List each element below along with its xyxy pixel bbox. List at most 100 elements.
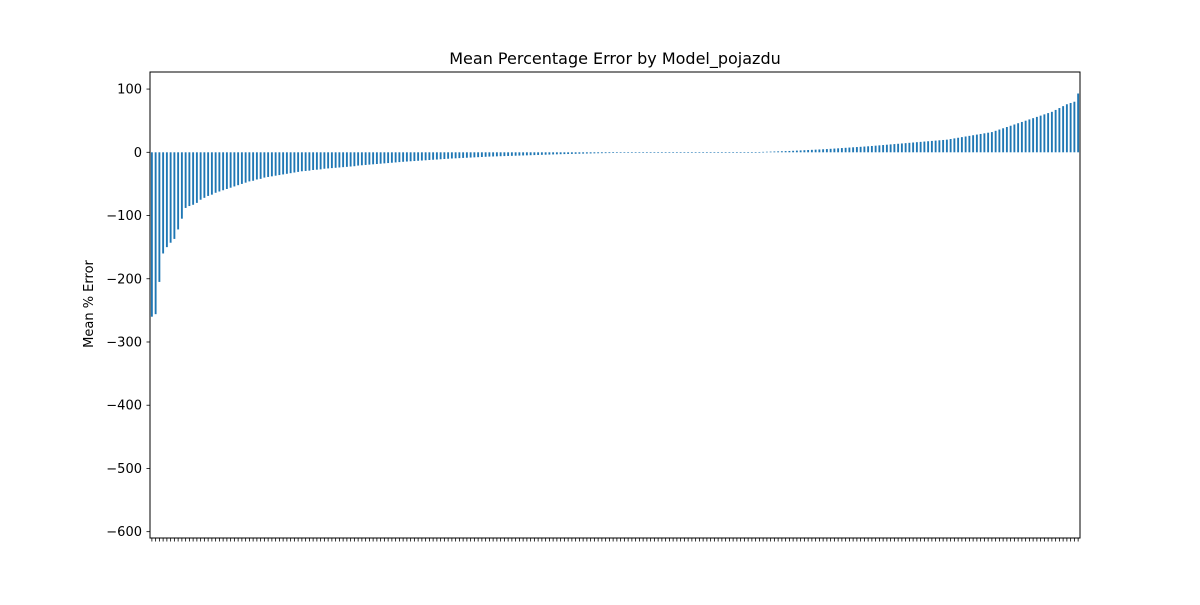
bar: [679, 152, 682, 153]
bar: [619, 152, 622, 153]
bar: [912, 142, 915, 153]
bar: [567, 152, 570, 155]
bar: [792, 150, 795, 153]
bar: [424, 152, 427, 161]
bar: [833, 148, 836, 153]
bar: [735, 152, 738, 153]
bar: [270, 152, 273, 177]
bar: [1020, 121, 1023, 153]
bar: [743, 152, 746, 153]
bar: [218, 152, 221, 192]
bar: [522, 152, 525, 156]
bar: [844, 147, 847, 153]
bar: [450, 152, 453, 159]
bar: [780, 151, 783, 153]
bar: [717, 152, 720, 153]
x-ticks-group: [151, 538, 1079, 542]
bar: [968, 135, 971, 153]
bar: [972, 135, 975, 153]
bar: [1065, 104, 1068, 153]
bar: [488, 152, 491, 157]
bar: [870, 145, 873, 153]
bar: [1069, 102, 1072, 153]
bar: [739, 152, 742, 153]
bar: [953, 138, 956, 153]
y-tick-label: −500: [106, 462, 142, 477]
bar: [409, 152, 412, 162]
bar: [443, 152, 446, 159]
y-axis-title: Mean % Error: [82, 259, 97, 347]
y-tick-label: −300: [106, 335, 142, 350]
bar: [390, 152, 393, 163]
bar: [807, 150, 810, 153]
bar: [244, 152, 247, 183]
bar: [837, 148, 840, 153]
bar: [420, 152, 423, 161]
bar: [822, 149, 825, 153]
bar: [623, 152, 626, 153]
bar: [702, 152, 705, 153]
bar: [499, 152, 502, 157]
bar: [315, 152, 318, 170]
bar: [983, 133, 986, 153]
bar: [173, 152, 176, 239]
bar: [904, 143, 907, 153]
bar: [732, 152, 735, 153]
bar: [184, 152, 187, 208]
bar: [777, 151, 780, 153]
bar: [207, 152, 210, 196]
bar: [552, 152, 555, 155]
bar: [1073, 101, 1076, 153]
bar: [375, 152, 378, 164]
bar: [585, 152, 588, 154]
bar: [394, 152, 397, 163]
bar: [604, 152, 607, 154]
bar: [169, 152, 172, 243]
bar: [477, 152, 480, 158]
bar: [1077, 93, 1080, 153]
bar: [852, 147, 855, 153]
bar: [597, 152, 600, 154]
bar: [533, 152, 536, 156]
bar: [559, 152, 562, 155]
y-tick-label: −600: [106, 525, 142, 540]
bar: [405, 152, 408, 162]
bar: [863, 146, 866, 153]
bar: [503, 152, 506, 157]
bar: [709, 152, 712, 153]
bar: [829, 148, 832, 153]
bar: [934, 140, 937, 153]
bar: [657, 152, 660, 153]
bar: [893, 144, 896, 153]
bar: [297, 152, 300, 172]
bar: [323, 152, 326, 169]
bar: [387, 152, 390, 164]
bar: [469, 152, 472, 158]
bar: [439, 152, 442, 160]
bar: [638, 152, 641, 153]
bar: [683, 152, 686, 153]
bar: [645, 152, 648, 153]
bar: [690, 152, 693, 153]
bar: [593, 152, 596, 154]
bar: [1047, 113, 1050, 153]
bar: [874, 145, 877, 153]
bar: [417, 152, 420, 161]
bar: [289, 152, 292, 174]
bar: [510, 152, 513, 156]
bar: [402, 152, 405, 162]
bar: [803, 150, 806, 153]
bar: [1035, 116, 1038, 153]
bar: [267, 152, 270, 177]
bar: [544, 152, 547, 155]
bar: [229, 152, 232, 188]
bar: [447, 152, 450, 159]
bar: [795, 150, 798, 153]
bar: [705, 152, 708, 153]
bar: [885, 144, 888, 153]
bar: [987, 132, 990, 153]
bar: [300, 152, 303, 172]
bar: [537, 152, 540, 155]
bar: [687, 152, 690, 153]
